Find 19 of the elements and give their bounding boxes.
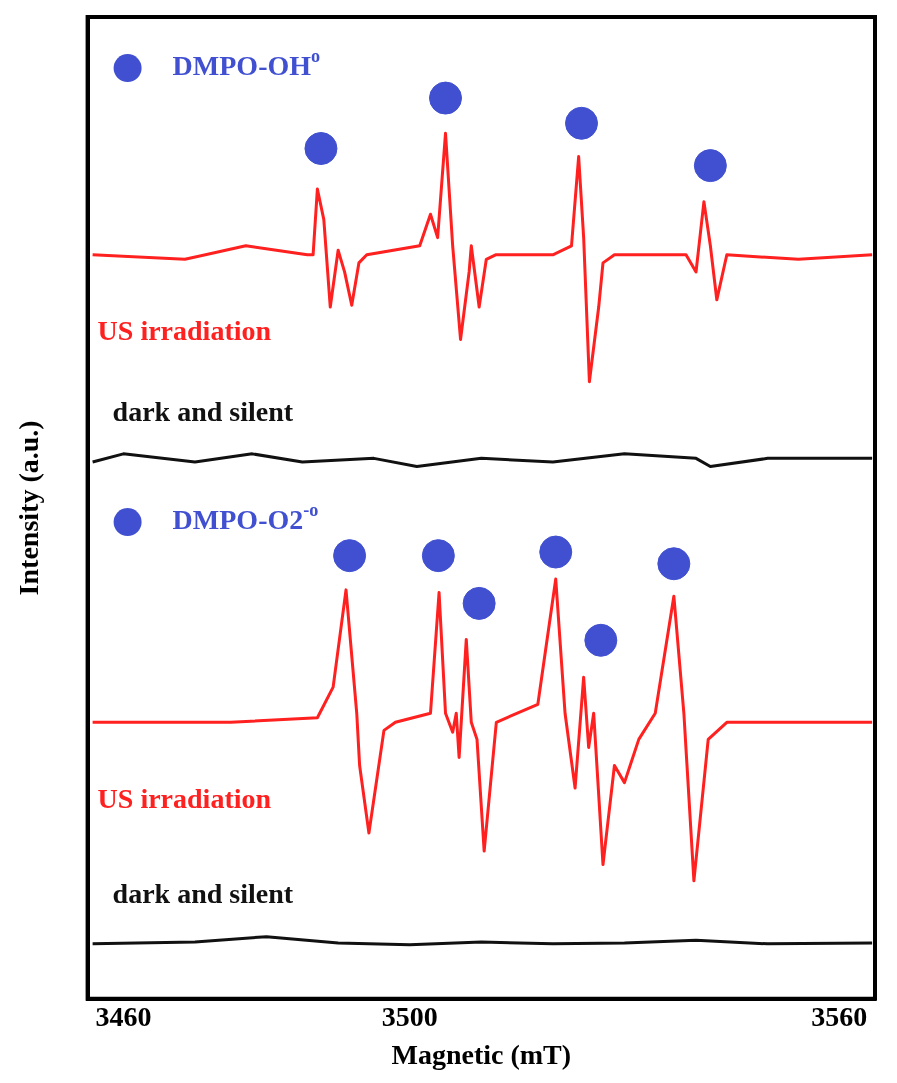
text: US irradiation: [97, 782, 272, 814]
point: [333, 539, 367, 573]
series-label: dark and silent: [112, 396, 294, 428]
point: [304, 132, 338, 166]
point: [565, 106, 599, 140]
point: [693, 149, 727, 183]
y-axis-title: Intensity (a.u.): [13, 420, 45, 596]
x-tick-label: 3460: [95, 1000, 152, 1032]
point: [462, 586, 496, 620]
point: [657, 547, 691, 581]
point: [539, 535, 573, 569]
point: [584, 623, 618, 657]
x-tick-label: 3560: [811, 1000, 868, 1032]
x-tick-label: 3500: [381, 1000, 438, 1032]
point: [421, 539, 455, 573]
x-axis-title: Magnetic (mT): [391, 1039, 572, 1071]
series-label: dark and silent: [112, 878, 294, 910]
text: US irradiation: [97, 315, 272, 347]
point: [429, 81, 463, 115]
